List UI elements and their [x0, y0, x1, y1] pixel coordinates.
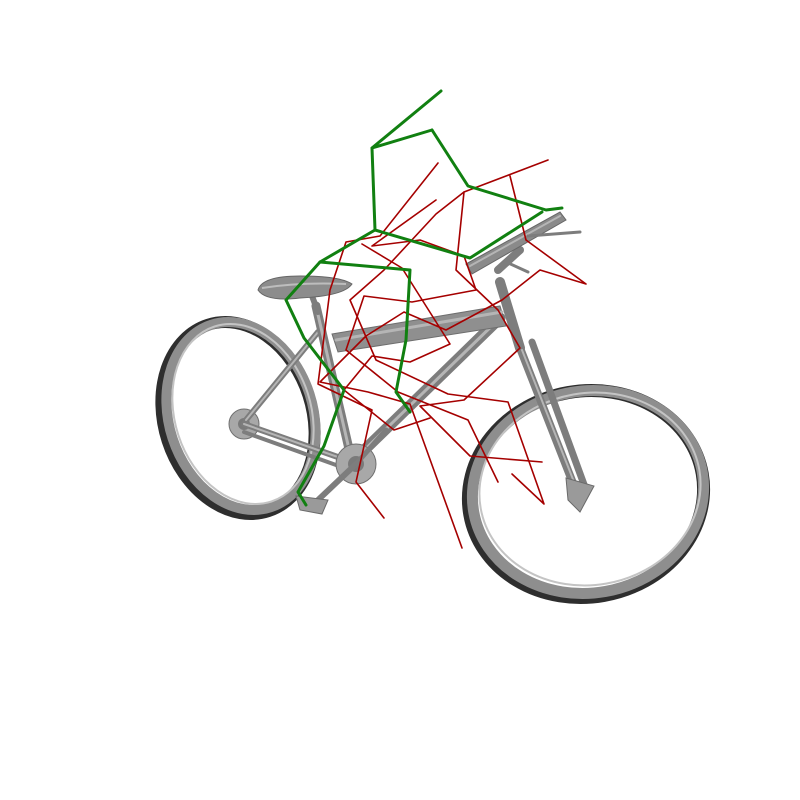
sampled-pose-segment-4 [319, 175, 587, 549]
reference-pose-segment-1 [370, 89, 544, 260]
front-wheel [461, 384, 711, 604]
sampled-pose-segment-2 [419, 159, 549, 463]
sampled-pose-segment-3 [345, 199, 499, 483]
sampled-pose-segment-5 [349, 191, 545, 505]
reference-pose-segment-3 [318, 260, 412, 414]
sampled-pose-segment-1 [317, 162, 439, 519]
reference-pose [284, 89, 564, 507]
reference-pose-segment-5 [370, 128, 434, 150]
rear-wheel [155, 316, 321, 520]
reference-pose-segment-2 [284, 228, 377, 507]
reference-pose-segment-4 [430, 128, 564, 212]
sampled-poses [317, 159, 587, 549]
bicycle-model [155, 211, 711, 604]
